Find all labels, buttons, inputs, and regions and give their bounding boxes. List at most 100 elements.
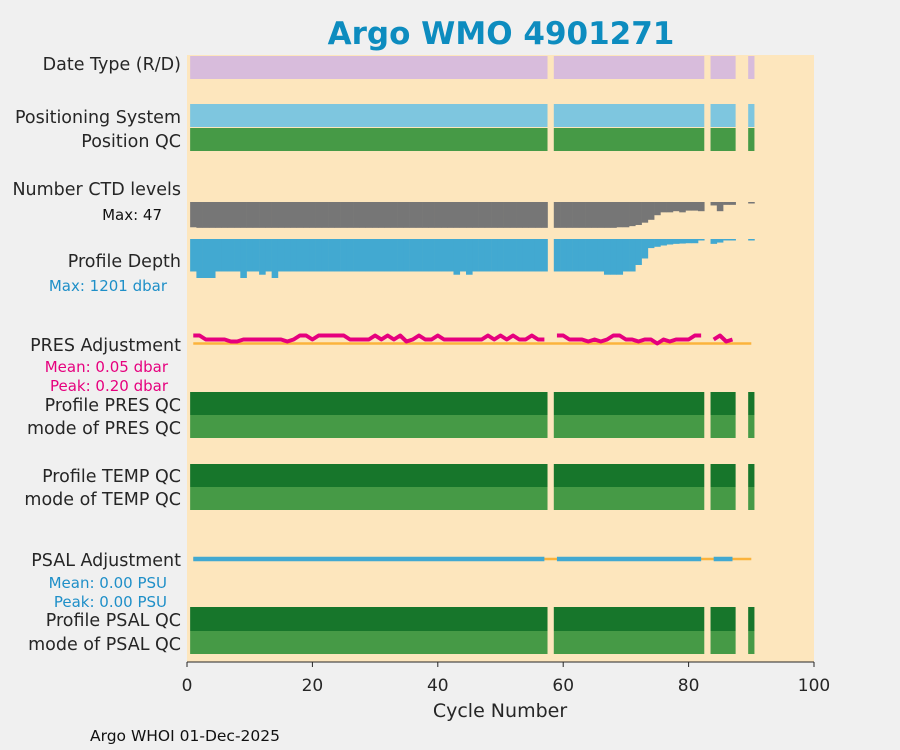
ctd-level-bar-39: [428, 202, 435, 228]
ctd-level-bar-87: [729, 202, 736, 205]
mode-pres-qc-band-59-82: [553, 415, 705, 438]
ctd-level-bar-30: [371, 202, 379, 228]
profile-pres-qc-band-84-87: [710, 392, 736, 415]
ctd-level-bar-49: [491, 202, 498, 228]
row-label-pres-adjustment: PRES Adjustment: [30, 336, 181, 356]
ctd-level-bar-66: [597, 202, 605, 228]
profile-temp-qc-band-84-87: [710, 464, 736, 487]
profile-depth-bar-84: [710, 239, 718, 244]
position-qc-band-84-87: [710, 128, 736, 151]
profile-depth-bar-20: [309, 239, 316, 272]
ctd-level-bar-80: [685, 202, 693, 211]
ctd-level-bar-10: [246, 202, 254, 228]
row-label-mode-temp-qc: mode of TEMP QC: [24, 490, 181, 510]
profile-depth-bar-27: [353, 239, 360, 272]
profile-depth-bar-1: [190, 239, 197, 272]
profile-depth-bar-46: [472, 239, 479, 272]
profile-depth-bar-49: [491, 239, 498, 272]
positioning-system-band-59-82: [553, 104, 705, 127]
profile-depth-bar-5: [215, 239, 222, 272]
profile-pres-qc-band-1-57: [190, 392, 548, 415]
data-lines: [193, 333, 752, 562]
row-label-mode-psal-qc: mode of PSAL QC: [28, 635, 181, 655]
profile-depth-bar-75: [654, 239, 661, 247]
profile-depth-bar-10: [246, 239, 254, 272]
row-label-profile-pres-qc: Profile PRES QC: [45, 396, 181, 416]
row-label-profile-psal-qc: Profile PSAL QC: [46, 611, 181, 631]
ctd-level-bar-48: [484, 202, 492, 228]
position-qc-band-1-57: [190, 128, 548, 151]
ctd-level-bar-70: [622, 202, 630, 228]
ctd-max-annotation: Max: 47: [102, 206, 162, 224]
mode-temp-qc-band-84-87: [710, 487, 736, 510]
ctd-level-bar-76: [660, 202, 667, 213]
ctd-level-bar-22: [321, 202, 329, 228]
mode-pres-qc-band-84-87: [710, 415, 736, 438]
date-type-band-84-87: [710, 56, 736, 79]
profile-depth-bar-68: [610, 239, 617, 275]
ctd-level-bar-40: [434, 202, 442, 228]
ctd-level-bar-7: [227, 202, 235, 228]
ctd-level-bar-27: [353, 202, 360, 228]
profile-depth-bar-4: [208, 239, 216, 278]
profile-depth-bar-51: [503, 239, 511, 272]
ctd-level-bar-38: [422, 202, 429, 228]
profile-depth-bar-79: [679, 239, 686, 244]
date-type-band-1-57: [190, 56, 548, 79]
profile-depth-bar-63: [578, 239, 586, 272]
ctd-level-bar-3: [202, 202, 210, 228]
ctd-level-bar-17: [290, 202, 298, 228]
ctd-level-bar-62: [572, 202, 580, 228]
ctd-level-bar-43: [453, 202, 461, 228]
profile-depth-bar-2: [196, 239, 203, 278]
row-label-mode-pres-qc: mode of PRES QC: [27, 419, 181, 439]
profile-depth-bar-34: [397, 239, 404, 272]
profile-depth-bar-74: [647, 239, 655, 249]
data-bars: [190, 56, 755, 654]
profile-depth-bar-69: [616, 239, 624, 275]
profile-depth-bar-45: [466, 239, 473, 275]
profile-depth-bar-11: [252, 239, 260, 272]
ctd-level-bar-33: [390, 202, 398, 228]
profile-depth-bar-13: [265, 239, 272, 272]
profile-depth-bar-50: [497, 239, 504, 272]
profile-depth-bar-42: [447, 239, 454, 272]
ctd-level-bar-16: [284, 202, 291, 228]
profile-depth-bar-43: [453, 239, 461, 275]
profile-depth-bar-29: [365, 239, 373, 272]
ctd-level-bar-72: [635, 202, 642, 225]
ctd-level-bar-77: [666, 202, 674, 213]
ctd-level-bar-35: [403, 202, 410, 228]
ctd-level-bar-60: [560, 202, 567, 228]
ctd-level-bar-54: [522, 202, 530, 228]
profile-psal-qc-band-59-82: [553, 607, 705, 631]
ctd-level-bar-82: [698, 202, 705, 212]
positioning-system-band-1-57: [190, 104, 548, 127]
footer-credit: Argo WHOI 01-Dec-2025: [90, 727, 280, 745]
ctd-level-bar-26: [346, 202, 354, 228]
x-tick-label-100: 100: [798, 676, 830, 696]
mode-psal-qc-band-90-90: [748, 631, 755, 654]
profile-depth-bar-39: [428, 239, 435, 272]
ctd-level-bar-59: [553, 202, 561, 228]
profile-depth-bar-47: [478, 239, 486, 272]
date-type-band-59-82: [553, 56, 705, 79]
profile-depth-bar-6: [221, 239, 229, 272]
ctd-level-bar-45: [466, 202, 473, 228]
row-label-psal-adjustment: PSAL Adjustment: [31, 551, 181, 571]
positioning-system-band-90-90: [748, 104, 755, 127]
ctd-level-bar-14: [271, 202, 279, 228]
profile-depth-bar-14: [271, 239, 279, 278]
profile-temp-qc-band-1-57: [190, 464, 548, 487]
profile-depth-bar-90: [748, 239, 755, 241]
profile-depth-bar-41: [440, 239, 448, 272]
ctd-level-bar-6: [221, 202, 229, 228]
ctd-level-bar-4: [208, 202, 216, 228]
pres-mean-annotation: Mean: 0.05 dbar: [45, 358, 169, 376]
date-type-band-90-90: [748, 56, 755, 79]
profile-depth-bar-37: [415, 239, 423, 272]
ctd-level-bar-32: [384, 202, 392, 228]
positioning-system-band-84-87: [710, 104, 736, 127]
profile-depth-bar-73: [641, 239, 649, 259]
